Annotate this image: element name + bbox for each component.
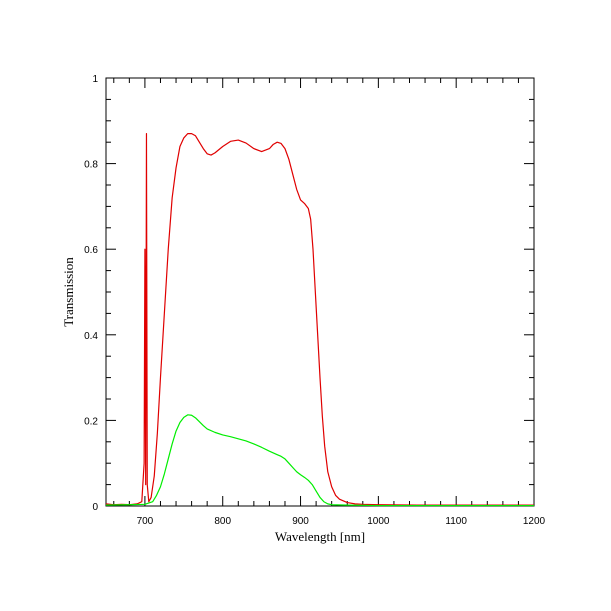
tick-labels: 700 800 900 1000 1100 1200 0 0.2 0.4 0.6 0.8 1 xyxy=(84,74,545,527)
x-tick-label: 700 xyxy=(137,516,154,527)
y-tick-label: 0 xyxy=(92,502,98,513)
x-tick-label: 1200 xyxy=(523,516,546,527)
y-tick-label: 0.6 xyxy=(84,245,98,256)
y-tick-label: 0.4 xyxy=(84,331,98,342)
y-tick-label: 0.8 xyxy=(84,160,98,171)
y-tick-label: 1 xyxy=(92,74,98,85)
series-line-1 xyxy=(105,133,534,506)
axis-ticks xyxy=(106,77,535,507)
x-axis-title: Wavelength [nm] xyxy=(275,529,365,544)
x-tick-label: 800 xyxy=(214,516,231,527)
series-lines xyxy=(105,133,534,507)
x-tick-label: 1100 xyxy=(445,516,467,527)
x-tick-label: 1000 xyxy=(367,516,390,527)
y-axis-title: Transmission xyxy=(61,257,76,327)
x-tick-label: 900 xyxy=(292,516,309,527)
plot-frame xyxy=(105,77,535,507)
y-tick-label: 0.2 xyxy=(84,416,98,427)
series-line-2 xyxy=(105,414,534,507)
